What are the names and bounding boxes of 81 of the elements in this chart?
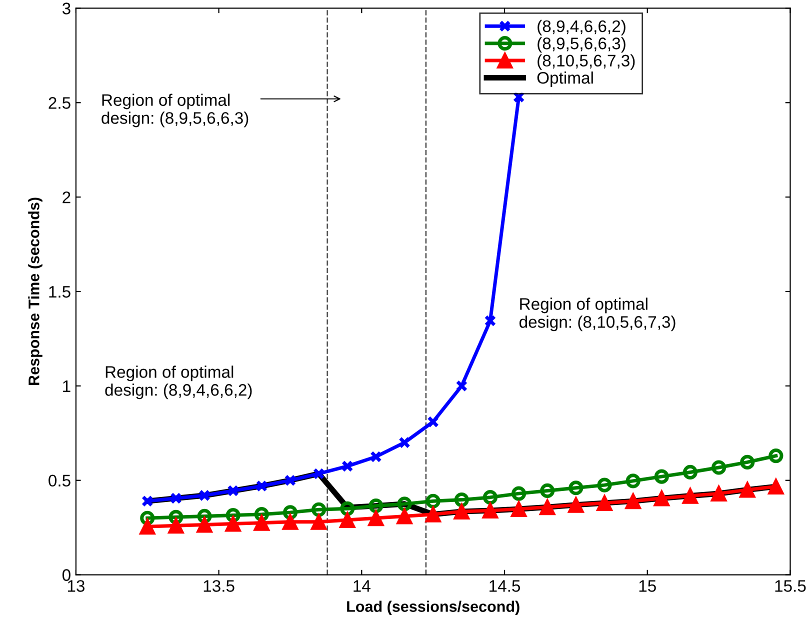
point [484, 314, 496, 327]
point [568, 480, 584, 496]
y-tick-label: 2.5 [48, 97, 70, 109]
annotation: Region of optimal design: (8,9,5,6,6,3) [102, 94, 248, 128]
point [141, 495, 154, 508]
point [396, 508, 413, 524]
point [168, 510, 184, 524]
point [626, 474, 640, 488]
point [227, 484, 239, 497]
point [482, 502, 498, 519]
y-tick-label: 1 [63, 380, 70, 392]
point [768, 448, 784, 464]
point [768, 478, 784, 495]
point [254, 507, 269, 522]
point [368, 510, 384, 526]
x-axis-title: Load (sessions/second) [347, 600, 520, 615]
point [196, 516, 213, 533]
point [427, 416, 439, 428]
legend-label: (8,9,5,6,6,3) [538, 37, 626, 53]
point [256, 480, 268, 492]
point [482, 490, 498, 505]
point [310, 514, 327, 530]
point [397, 496, 412, 512]
legend-label: Optimal [537, 72, 593, 88]
x-tick-label: 15 [639, 580, 656, 592]
point [654, 469, 669, 484]
point [312, 468, 325, 480]
x-tick-label: 15.5 [775, 580, 806, 592]
point [341, 460, 354, 472]
point [712, 460, 726, 475]
point [654, 490, 670, 506]
y-tick-label: 0.5 [48, 474, 70, 487]
legend-label: (8,10,5,6,7,3) [538, 54, 635, 70]
point [539, 499, 556, 516]
x-tick-label: 14.5 [490, 580, 520, 592]
point [682, 464, 698, 480]
point [312, 502, 326, 517]
point [282, 505, 298, 520]
point [370, 450, 382, 463]
point [339, 512, 356, 528]
point [340, 501, 355, 516]
point [368, 498, 384, 514]
point [282, 514, 298, 530]
point [740, 454, 755, 470]
point [170, 492, 182, 504]
point [454, 492, 469, 508]
point [284, 474, 296, 486]
point [596, 495, 613, 511]
point [710, 486, 727, 502]
point [425, 506, 442, 522]
point [197, 508, 212, 524]
point [512, 486, 526, 501]
point [226, 508, 240, 523]
point [198, 490, 210, 502]
point [254, 514, 270, 531]
point [426, 494, 440, 508]
point [225, 516, 242, 532]
point [625, 493, 642, 510]
annotation: Region of optimal design: (8,9,4,6,6,2) [105, 366, 252, 400]
point [597, 478, 612, 492]
point [682, 488, 698, 504]
point [139, 518, 156, 535]
point [568, 496, 584, 513]
y-tick-label: 3 [62, 2, 70, 14]
y-axis-title: Response Time (seconds) [28, 198, 42, 385]
point [454, 504, 470, 520]
point [739, 482, 756, 498]
point [510, 501, 527, 518]
point [456, 380, 468, 392]
point [140, 510, 155, 526]
point [398, 436, 410, 448]
point [168, 518, 184, 534]
point [540, 483, 555, 498]
annotation: Region of optimal design: (8,10,5,6,7,3) [520, 298, 676, 332]
y-tick-label: 0 [62, 569, 70, 581]
y-tick-label: 1.5 [49, 286, 70, 298]
x-tick-label: 13 [68, 580, 84, 592]
y-tick-label: 2 [62, 191, 70, 204]
x-tick-label: 13.5 [204, 580, 234, 592]
x-tick-label: 14 [354, 580, 370, 592]
legend-label: (8,9,4,6,6,2) [538, 20, 626, 36]
